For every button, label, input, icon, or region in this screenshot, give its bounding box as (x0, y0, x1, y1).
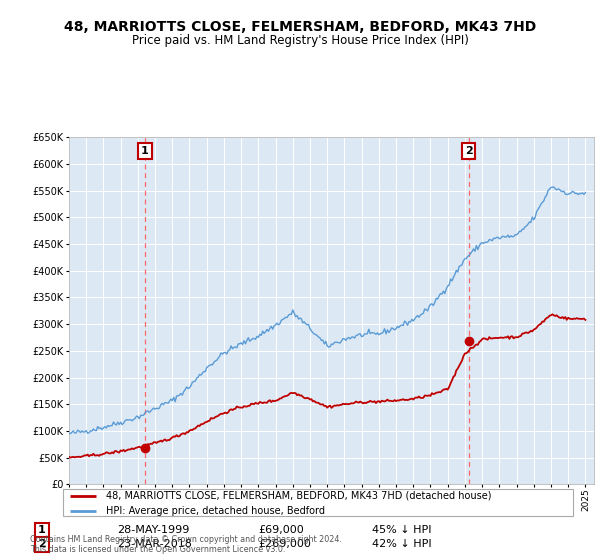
Text: 23-MAR-2018: 23-MAR-2018 (117, 539, 192, 549)
Text: 1: 1 (141, 146, 149, 156)
FancyBboxPatch shape (62, 489, 574, 516)
Text: £269,000: £269,000 (258, 539, 311, 549)
Text: 28-MAY-1999: 28-MAY-1999 (117, 525, 190, 535)
Text: 1: 1 (38, 525, 46, 535)
Text: 2: 2 (465, 146, 473, 156)
Text: 2: 2 (38, 539, 46, 549)
Text: £69,000: £69,000 (258, 525, 304, 535)
Text: 48, MARRIOTTS CLOSE, FELMERSHAM, BEDFORD, MK43 7HD: 48, MARRIOTTS CLOSE, FELMERSHAM, BEDFORD… (64, 20, 536, 34)
Text: 45% ↓ HPI: 45% ↓ HPI (372, 525, 431, 535)
Text: Price paid vs. HM Land Registry's House Price Index (HPI): Price paid vs. HM Land Registry's House … (131, 34, 469, 46)
Text: Contains HM Land Registry data © Crown copyright and database right 2024.
This d: Contains HM Land Registry data © Crown c… (30, 535, 342, 554)
Text: 42% ↓ HPI: 42% ↓ HPI (372, 539, 431, 549)
Text: HPI: Average price, detached house, Bedford: HPI: Average price, detached house, Bedf… (106, 506, 325, 516)
Text: 48, MARRIOTTS CLOSE, FELMERSHAM, BEDFORD, MK43 7HD (detached house): 48, MARRIOTTS CLOSE, FELMERSHAM, BEDFORD… (106, 491, 492, 501)
